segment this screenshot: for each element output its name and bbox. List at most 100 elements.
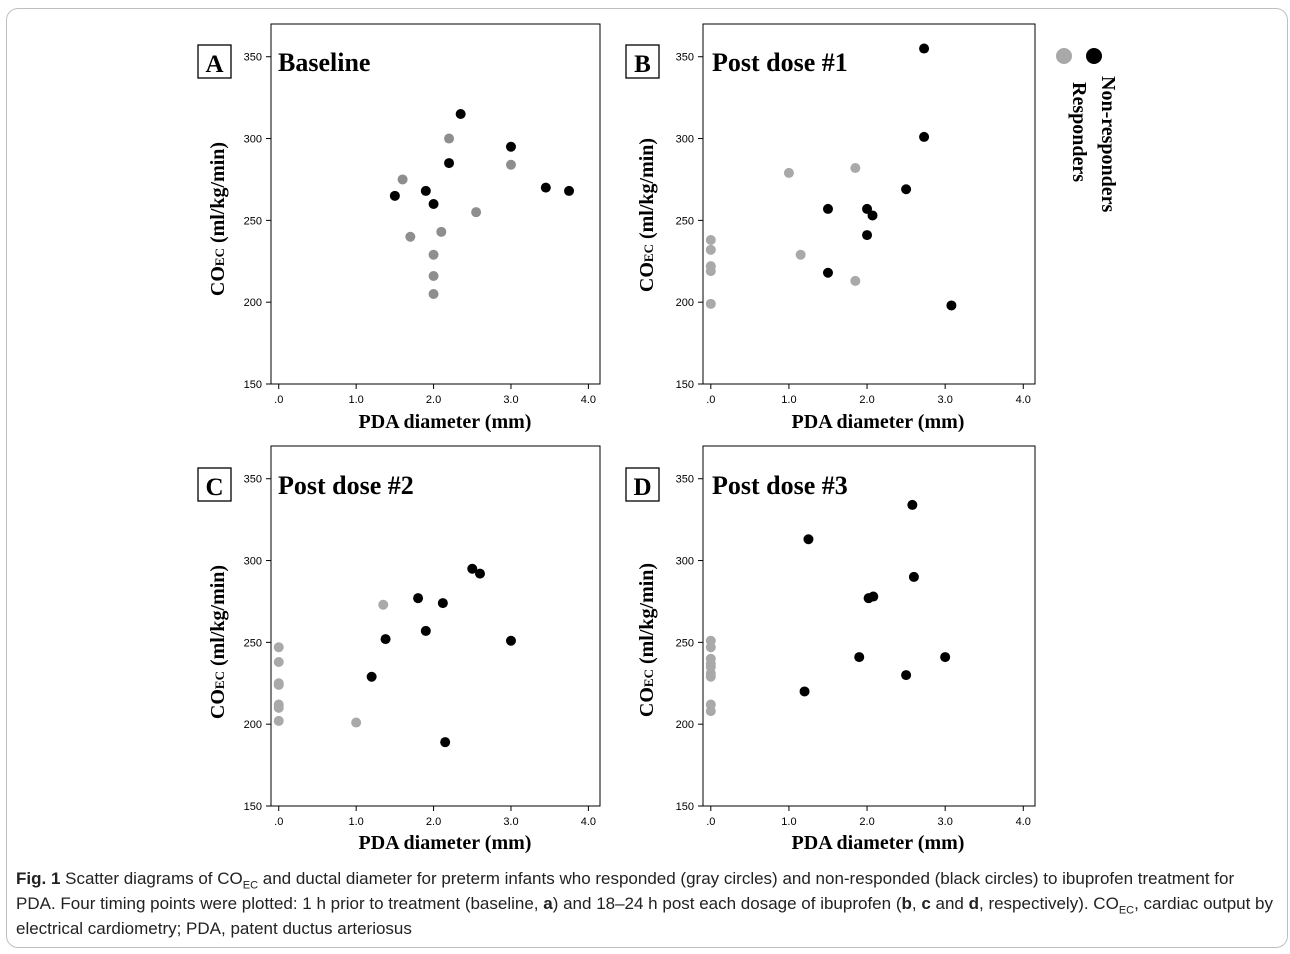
responder-point [405,231,416,242]
nonresponder-point [475,568,486,579]
y-tick-label: 300 [676,134,694,146]
responder-point [378,599,389,610]
panel-title: Baseline [278,48,370,77]
y-tick-label: 200 [244,719,262,731]
responder-point [783,167,794,178]
responder-point [705,266,716,277]
y-tick-label: 300 [676,556,694,568]
x-tick-label: .0 [706,816,715,828]
x-tick-label: .0 [274,816,283,828]
nonresponder-point [413,593,424,604]
data-points [705,499,951,717]
y-tick-label: 300 [244,556,262,568]
responder-point [705,235,716,245]
nonresponder-point [907,499,918,510]
nonresponder-point [919,131,930,142]
y-tick-label: 350 [676,474,694,486]
caption-text: , [911,894,922,913]
x-tick-label: .0 [274,394,283,406]
axis-ticks: 150 200 250 300 350 .0 1.0 2.0 3.0 4.0 [244,52,596,406]
responder-point [850,275,861,286]
nonresponder-point [799,686,810,697]
panel-letter: B [634,51,651,78]
responder-point [428,289,439,299]
nonresponder-point [440,737,451,748]
nonresponder-point [803,534,814,545]
nonresponder-point [919,43,930,54]
y-tick-label: 150 [676,379,694,391]
axis-ticks: 150 200 250 300 350 .0 1.0 2.0 3.0 4.0 [676,474,1031,828]
data-points [705,43,957,311]
responder-point [444,133,455,144]
nonresponder-point [505,635,516,646]
panel-letter: D [633,474,651,501]
x-tick-label: 4.0 [581,394,596,406]
x-tick-label: 4.0 [1016,816,1031,828]
nonresponder-point [564,185,575,196]
caption-subscript: EC [1118,904,1135,917]
caption-panel-ref: d [968,894,979,913]
legend-nonresponders-label: Non-responders [1097,76,1119,213]
nonresponder-point [946,300,957,311]
legend: Responders Non-responders [1056,48,1119,213]
y-tick-label: 250 [244,637,262,649]
responder-point [436,226,447,237]
plot-frame [270,23,601,385]
y-tick-label: 200 [676,719,694,731]
y-axis-label: COEC (ml/kg/min) [636,563,658,717]
x-axis-label: PDA diameter (mm) [792,832,965,854]
caption-text: and ductal diameter for preterm infants … [16,869,1235,913]
responder-point [273,702,284,713]
y-tick-label: 300 [244,134,262,146]
data-points [389,109,575,299]
nonresponder-point [455,109,466,119]
responder-point [795,249,806,260]
panel-title: Post dose #2 [278,471,414,500]
caption-text: ) and 18–24 h post each dosage of ibupro… [552,894,902,913]
nonresponder-point [420,185,431,196]
x-tick-label: 4.0 [581,816,596,828]
legend-nonresponders-marker [1086,48,1102,64]
y-tick-label: 250 [676,637,694,649]
nonresponder-point [908,571,919,582]
nonresponder-point [380,634,391,645]
legend-responders-marker [1056,48,1072,64]
caption-fig-label: Fig. 1 [16,869,61,888]
y-tick-label: 250 [676,215,694,227]
x-axis-label: PDA diameter (mm) [359,832,532,854]
caption-panel-ref: c [921,894,931,913]
caption-subscript: EC [242,879,259,892]
panel-title: Post dose #3 [712,471,848,500]
nonresponder-point [540,182,551,193]
y-tick-label: 200 [676,297,694,309]
y-tick-label: 150 [244,801,262,813]
y-tick-label: 200 [244,297,262,309]
panel-title: Post dose #1 [712,48,848,77]
nonresponder-point [854,652,865,663]
x-tick-label: 1.0 [781,394,796,406]
responder-point [273,642,284,653]
x-tick-label: 2.0 [859,816,874,828]
nonresponder-point [867,210,878,221]
nonresponder-point [868,591,879,602]
x-tick-label: 3.0 [503,394,518,406]
panel-letter-box [197,44,232,79]
responder-point [397,174,408,185]
responder-point [850,163,861,173]
responder-point [273,679,284,690]
nonresponder-point [901,184,912,195]
legend-responders-label: Responders [1068,82,1090,182]
nonresponder-point [822,203,833,214]
x-tick-label: 1.0 [349,816,364,828]
responder-point [705,706,716,717]
x-tick-label: 3.0 [938,816,953,828]
panel-letter-box [197,467,232,502]
nonresponder-point [420,625,431,636]
x-axis-label: PDA diameter (mm) [792,411,965,433]
x-tick-label: 1.0 [349,394,364,406]
responder-point [705,671,716,682]
x-tick-label: 4.0 [1016,394,1031,406]
panel-a: A Baseline PDA diameter (mm) COEC (ml/kg… [197,23,601,433]
caption-text: and [930,894,969,913]
y-tick-label: 150 [244,379,262,391]
